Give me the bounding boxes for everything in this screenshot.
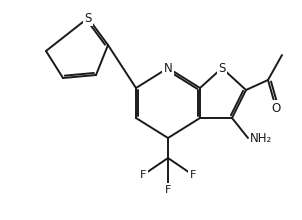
Text: N: N xyxy=(164,62,172,75)
Text: F: F xyxy=(165,185,171,195)
Text: F: F xyxy=(140,170,146,180)
Text: O: O xyxy=(271,101,281,114)
Text: NH₂: NH₂ xyxy=(250,132,272,145)
Text: S: S xyxy=(218,62,226,75)
Text: F: F xyxy=(190,170,196,180)
Text: S: S xyxy=(84,11,92,24)
